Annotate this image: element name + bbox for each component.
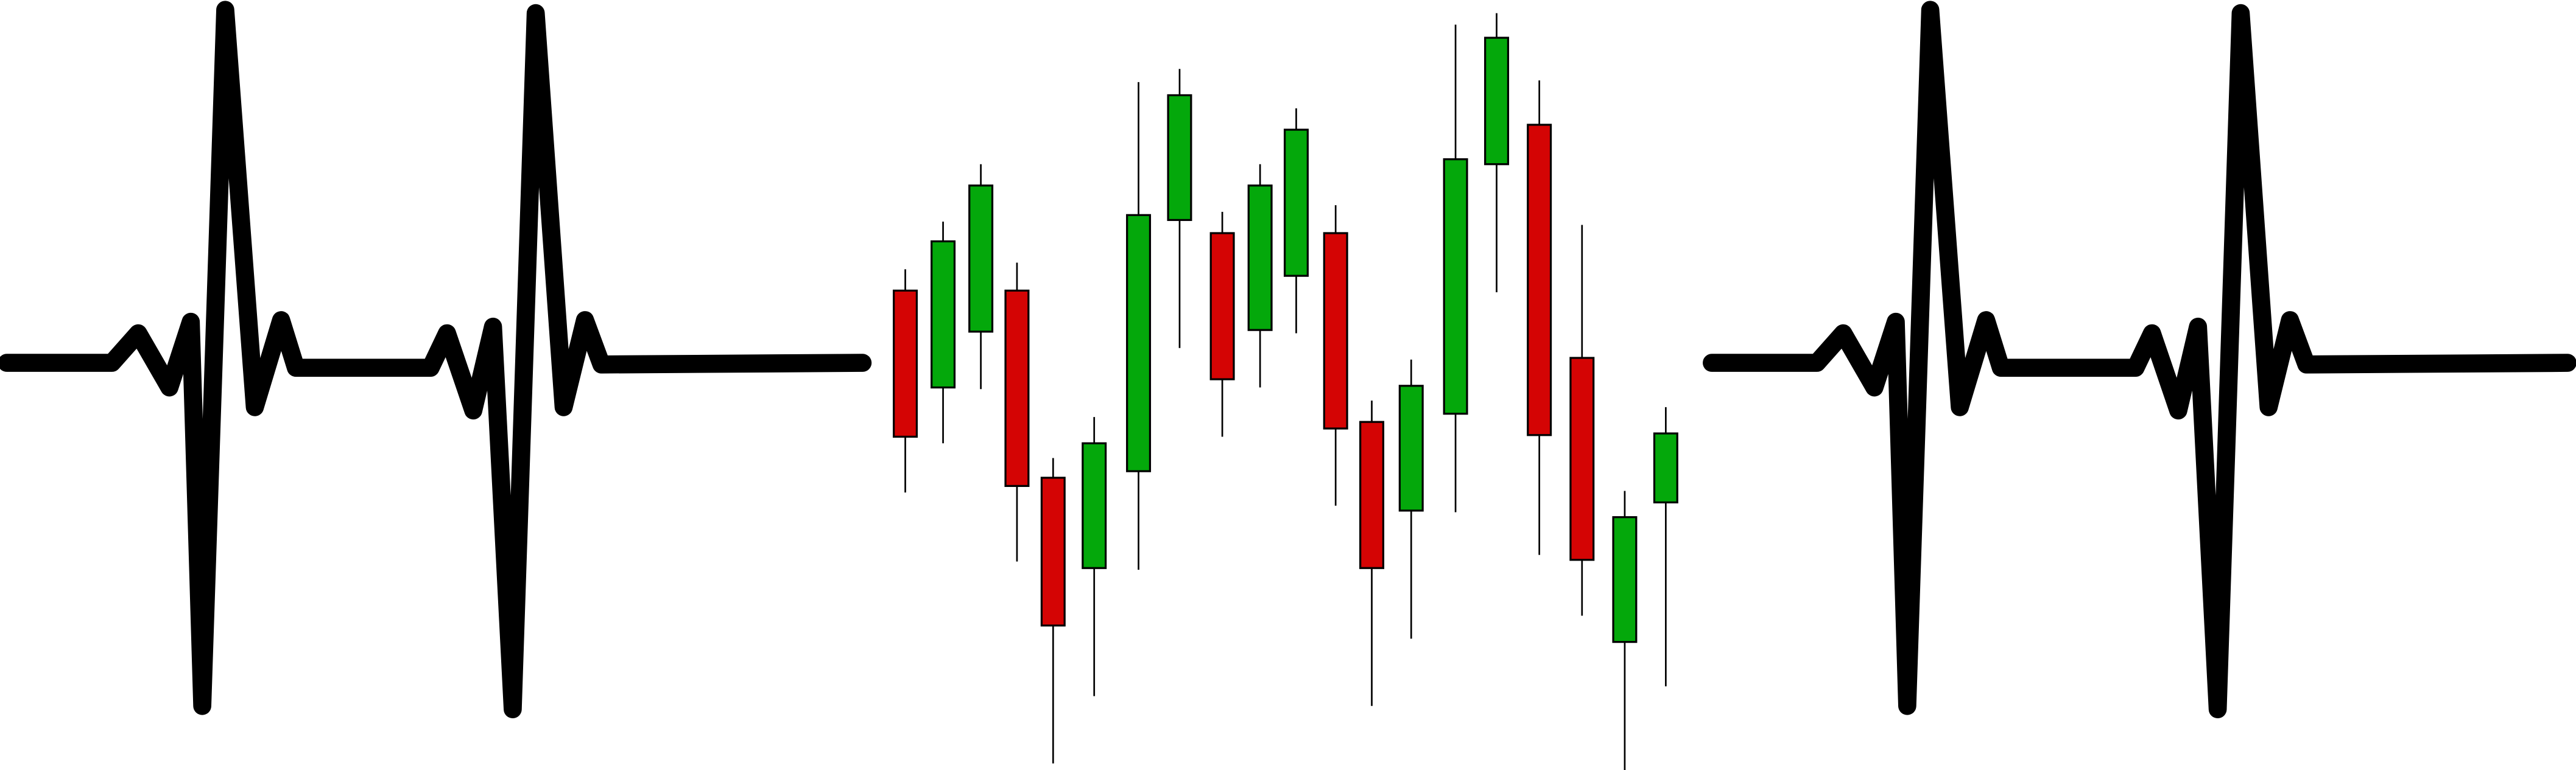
candle [893,269,918,493]
candle [1209,211,1235,437]
candle [1359,401,1385,706]
candle [1569,225,1595,616]
candle [1323,205,1348,506]
candle [1612,491,1638,770]
candle [1247,164,1273,388]
candle [1040,458,1066,764]
candle [931,222,956,444]
candle [1167,69,1192,348]
candle [1653,407,1678,687]
heartbeat-line-right [1712,10,2567,709]
candlesticks [893,13,1678,770]
heartbeat-line-left [7,10,862,709]
candle [968,164,994,390]
candle [1484,13,1510,293]
candle [1004,262,1030,562]
candle [1443,24,1468,513]
candle [1283,108,1309,334]
candle [1082,417,1107,696]
candle [1398,359,1424,639]
candle [1126,82,1152,570]
candle [1527,80,1552,555]
